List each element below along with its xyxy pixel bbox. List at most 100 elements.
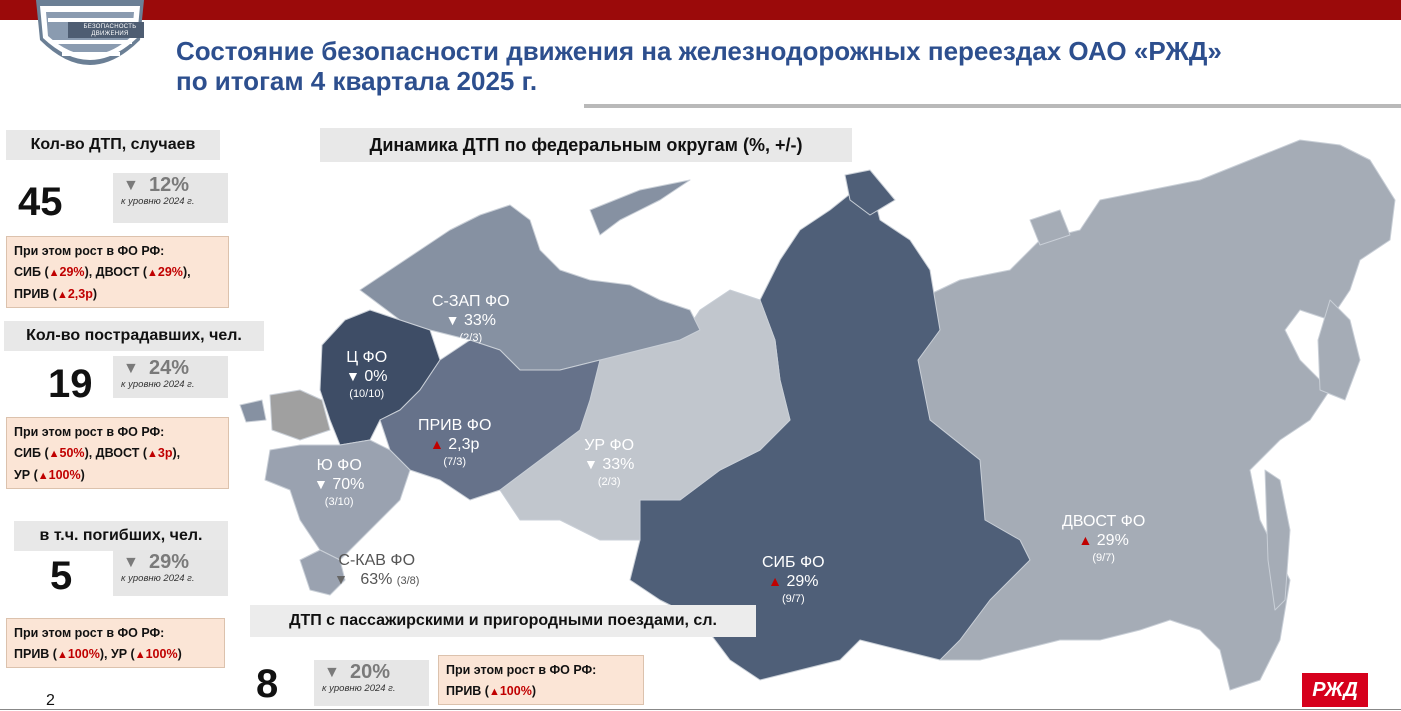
region-label-ur: УР ФО ▼ 33% (2/3) xyxy=(584,436,634,490)
region-counts: (3/10) xyxy=(324,496,354,508)
chevron-down-icon: ▼ xyxy=(334,571,348,587)
triangle-up-icon: ▲ xyxy=(56,289,68,301)
accidents-value: 45 xyxy=(18,180,63,224)
note-suffix: ), xyxy=(84,446,96,460)
delta-percent: 29% xyxy=(149,551,190,573)
note-suffix: ), xyxy=(182,265,191,279)
delta-percent: 24% xyxy=(149,357,190,379)
note-line: ПРИВ (▲100%), УР (▲100%) xyxy=(14,644,217,666)
note-value: 29% xyxy=(59,265,85,279)
region-counts: (9/7) xyxy=(1092,552,1115,564)
rzd-logo: РЖД xyxy=(1302,673,1368,707)
note-value: 29% xyxy=(157,265,183,279)
region-label-szap: С-ЗАП ФО ▼ 33% (2/3) xyxy=(432,292,510,346)
note-prefix: ДВОСТ ( xyxy=(95,265,148,279)
region-name: С-ЗАП ФО xyxy=(432,293,510,310)
triangle-up-icon: ▲ xyxy=(488,686,500,698)
title-divider xyxy=(584,104,1401,108)
killed-label: в т.ч. погибших, чел. xyxy=(14,521,228,551)
safety-logo xyxy=(36,0,144,65)
note-value: 100% xyxy=(499,684,532,698)
passenger-delta: ▼ 20% к уровню 2024 г. xyxy=(314,660,429,706)
triangle-up-icon: ▲ xyxy=(429,436,444,452)
chevron-down-icon: ▼ xyxy=(123,554,139,571)
bottom-divider xyxy=(0,709,1401,710)
chevron-down-icon: ▼ xyxy=(314,476,328,492)
map-region-priv xyxy=(379,339,601,501)
region-label-cfo: Ц ФО ▼ 0% (10/10) xyxy=(346,348,387,402)
injured-delta: ▼ 24% к уровню 2024 г. xyxy=(113,356,228,398)
passenger-note: При этом рост в ФО РФ: ПРИВ (▲100%) xyxy=(438,655,644,705)
accidents-note: При этом рост в ФО РФ: СИБ (▲29%), ДВОСТ… xyxy=(6,236,229,308)
map-island-novaya-zemlya xyxy=(589,179,691,236)
region-value: 63% xyxy=(360,571,393,588)
region-label-priv: ПРИВ ФО ▲ 2,3р (7/3) xyxy=(418,416,491,470)
region-value: 29% xyxy=(786,573,819,590)
note-line: ПРИВ (▲2,3р) xyxy=(14,284,221,306)
note-value: 100% xyxy=(67,647,100,661)
map-island-kamchatka xyxy=(1317,299,1361,401)
chevron-down-icon: ▼ xyxy=(324,664,340,681)
map-region-neighbor xyxy=(269,389,331,441)
note-prefix: ДВОСТ ( xyxy=(95,446,148,460)
region-name: ДВОСТ ФО xyxy=(1062,513,1146,530)
map-island-sakhalin xyxy=(1264,469,1291,611)
map-island-north-1 xyxy=(1029,209,1071,246)
region-name: ПРИВ ФО xyxy=(418,417,492,434)
triangle-up-icon: ▲ xyxy=(134,649,146,661)
note-heading: При этом рост в ФО РФ: xyxy=(14,626,165,640)
triangle-up-icon: ▲ xyxy=(37,470,49,482)
injured-value: 19 xyxy=(48,362,93,406)
note-suffix: ) xyxy=(177,647,182,661)
delta-subtext: к уровню 2024 г. xyxy=(121,196,195,207)
region-name: СИБ ФО xyxy=(762,554,825,571)
killed-value: 5 xyxy=(50,554,73,598)
note-line: УР (▲100%) xyxy=(14,465,221,487)
region-label-dvost: ДВОСТ ФО ▲ 29% (9/7) xyxy=(1062,512,1145,566)
region-counts: (3/8) xyxy=(396,575,420,587)
region-label-yufo: Ю ФО ▼ 70% (3/10) xyxy=(314,456,364,510)
chevron-down-icon: ▼ xyxy=(346,368,360,384)
chevron-down-icon: ▼ xyxy=(445,312,460,328)
note-value: 100% xyxy=(48,468,81,482)
delta-percent: 20% xyxy=(350,661,391,683)
region-name: УР ФО xyxy=(584,437,635,454)
note-suffix: ) xyxy=(80,468,85,482)
triangle-up-icon: ▲ xyxy=(1078,532,1093,548)
page-number: 2 xyxy=(46,692,55,709)
note-heading: При этом рост в ФО РФ: xyxy=(446,663,597,677)
injured-label: Кол-во пострадавших, чел. xyxy=(4,321,264,351)
region-name: Ю ФО xyxy=(316,457,362,474)
note-suffix: ), xyxy=(84,265,96,279)
title-line-2: по итогам 4 квартала 2025 г. xyxy=(176,66,538,96)
map-region-yufo xyxy=(264,439,411,561)
chevron-down-icon: ▼ xyxy=(584,456,598,472)
triangle-up-icon: ▲ xyxy=(768,573,782,589)
triangle-up-icon: ▲ xyxy=(56,649,68,661)
chevron-down-icon: ▼ xyxy=(123,360,139,377)
region-counts: (7/3) xyxy=(443,456,467,468)
chevron-down-icon: ▼ xyxy=(123,177,139,194)
injured-note: При этом рост в ФО РФ: СИБ (▲50%), ДВОСТ… xyxy=(6,417,229,489)
triangle-up-icon: ▲ xyxy=(147,267,158,279)
accidents-label: Кол-во ДТП, случаев xyxy=(6,130,220,160)
map-region-dvost xyxy=(914,139,1396,691)
region-counts: (2/3) xyxy=(597,476,621,488)
passenger-label: ДТП с пассажирскими и пригородными поезд… xyxy=(250,605,756,637)
map-region-skav xyxy=(299,549,346,596)
note-heading: При этом рост в ФО РФ: xyxy=(14,425,165,439)
note-heading: При этом рост в ФО РФ: xyxy=(14,244,165,258)
delta-percent: 12% xyxy=(149,174,190,196)
note-prefix: УР ( xyxy=(110,647,135,661)
note-value: 100% xyxy=(145,647,178,661)
delta-subtext: к уровню 2024 г. xyxy=(322,683,396,694)
note-suffix: ), xyxy=(99,647,111,661)
note-value: 3р xyxy=(157,446,173,460)
region-label-sib: СИБ ФО ▲ 29% (9/7) xyxy=(762,553,825,607)
region-value: 33% xyxy=(602,456,635,473)
region-counts: (2/3) xyxy=(459,332,483,344)
note-value: 2,3р xyxy=(67,287,93,301)
triangle-up-icon: ▲ xyxy=(147,448,158,460)
region-value: 70% xyxy=(332,476,365,493)
